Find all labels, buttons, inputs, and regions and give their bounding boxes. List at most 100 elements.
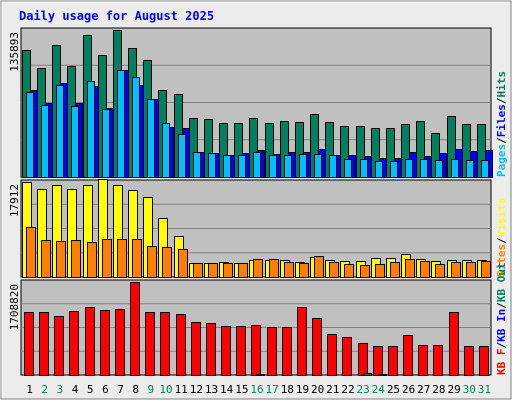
bar-sites-day-26 (405, 259, 415, 278)
x-tick-day-23: 23 (357, 383, 370, 396)
bar-kb-f-day-13 (206, 323, 216, 376)
bar-kb-f-day-22 (342, 337, 352, 376)
bar-kb-f-day-3 (54, 316, 64, 376)
x-tick-day-11: 11 (175, 383, 188, 396)
bar-kb-f-day-15 (236, 326, 246, 376)
bar-pages-day-11 (178, 134, 186, 178)
bar-kb-out-day-16 (256, 374, 265, 376)
bar-kb-f-day-27 (418, 345, 428, 376)
bar-kb-f-day-11 (176, 314, 186, 376)
legend-separator: / (495, 97, 508, 104)
bar-pages-day-31 (481, 160, 489, 178)
bar-pages-day-15 (238, 155, 246, 178)
x-tick-day-25: 25 (387, 383, 400, 396)
bar-sites-day-4 (71, 240, 81, 278)
bar-kb-f-day-6 (100, 310, 110, 376)
bar-pages-day-29 (451, 159, 459, 178)
bar-pages-day-9 (147, 99, 155, 178)
x-tick-day-16: 16 (250, 383, 263, 396)
bar-sites-day-17 (269, 259, 279, 278)
bar-sites-day-23 (360, 265, 370, 278)
x-tick-day-7: 7 (117, 383, 124, 396)
bar-kb-f-day-19 (297, 307, 307, 376)
bar-sites-day-3 (56, 241, 66, 278)
bar-kb-f-day-30 (464, 346, 474, 376)
y-max-label: 135893 (8, 32, 21, 72)
bar-sites-day-6 (102, 239, 112, 278)
panel-2: 17912 Sites/Visits (8, 179, 508, 278)
bar-sites-day-15 (238, 263, 248, 278)
bar-sites-day-8 (132, 239, 142, 278)
x-tick-day-26: 26 (402, 383, 415, 396)
bar-pages-day-28 (435, 160, 443, 178)
bar-pages-day-30 (466, 160, 474, 178)
bar-pages-day-17 (269, 155, 277, 178)
legend-separator: / (495, 342, 508, 349)
legend-pages: Pages (495, 144, 508, 177)
bar-sites-day-27 (420, 261, 430, 278)
bar-pages-day-27 (420, 159, 428, 178)
bar-kb-f-day-5 (85, 307, 95, 376)
x-tick-day-12: 12 (190, 383, 203, 396)
bar-sites-day-30 (466, 262, 476, 278)
bar-pages-day-23 (360, 159, 368, 178)
bar-kb-f-day-21 (327, 334, 337, 376)
bar-pages-day-19 (299, 154, 307, 178)
panels: 135893Pages/Files/Hits17912Sites/Visits1… (8, 27, 508, 376)
x-tick-day-15: 15 (235, 383, 248, 396)
bar-kb-f-day-26 (403, 335, 413, 376)
bar-kb-f-day-28 (433, 345, 443, 376)
x-tick-day-4: 4 (72, 383, 79, 396)
legend-visits: Visits (495, 198, 508, 238)
bar-pages-day-24 (375, 161, 383, 178)
bar-kb-f-day-17 (267, 327, 277, 376)
x-tick-day-18: 18 (281, 383, 294, 396)
x-axis-labels: 1 2 3 4 5 6 7 8 9 10 11 12 13 14 15 16 17 18 19 20 21 22 23 24 2… (26, 383, 491, 396)
side-legend: Pages/Files/Hits (495, 71, 508, 177)
bar-pages-day-25 (390, 161, 398, 178)
bar-pages-day-14 (223, 155, 231, 178)
bar-kb-f-day-18 (282, 327, 292, 376)
bar-sites-day-22 (344, 264, 354, 278)
x-tick-day-29: 29 (447, 383, 460, 396)
side-legend: Sites/Visits (495, 198, 508, 278)
bar-sites-day-25 (390, 262, 400, 278)
legend-separator: / (495, 237, 508, 244)
bar-sites-day-9 (147, 246, 157, 278)
x-tick-day-3: 3 (57, 383, 64, 396)
bar-sites-day-24 (375, 264, 385, 278)
bar-pages-day-13 (208, 153, 216, 178)
x-tick-day-19: 19 (296, 383, 309, 396)
bar-kb-f-day-14 (221, 326, 231, 376)
bar-pages-day-21 (329, 155, 337, 178)
x-tick-day-22: 22 (341, 383, 354, 396)
bar-pages-day-16 (253, 152, 261, 178)
x-tick-day-9: 9 (148, 383, 155, 396)
x-tick-day-5: 5 (87, 383, 94, 396)
x-tick-day-27: 27 (417, 383, 430, 396)
bar-pages-day-4 (71, 106, 79, 178)
bar-pages-day-3 (56, 85, 64, 178)
bar-kb-f-day-23 (358, 343, 368, 376)
bar-kb-f-day-25 (388, 346, 398, 376)
bar-kb-out-day-24 (378, 374, 387, 376)
bar-kb-f-day-31 (479, 346, 489, 376)
x-tick-day-21: 21 (326, 383, 339, 396)
legend-separator: / (495, 302, 508, 309)
bar-sites-day-19 (299, 263, 309, 278)
legend-files: Files (495, 104, 508, 137)
bar-sites-day-14 (223, 263, 233, 278)
bar-sites-day-7 (117, 239, 127, 278)
x-tick-day-6: 6 (102, 383, 109, 396)
bar-sites-day-10 (162, 247, 172, 278)
bar-kb-f-day-20 (312, 318, 322, 376)
bar-sites-day-29 (451, 262, 461, 278)
bar-sites-day-20 (314, 256, 324, 278)
x-tick-day-24: 24 (372, 383, 386, 396)
bar-kb-f-day-9 (145, 312, 155, 376)
bar-sites-day-21 (329, 262, 339, 278)
